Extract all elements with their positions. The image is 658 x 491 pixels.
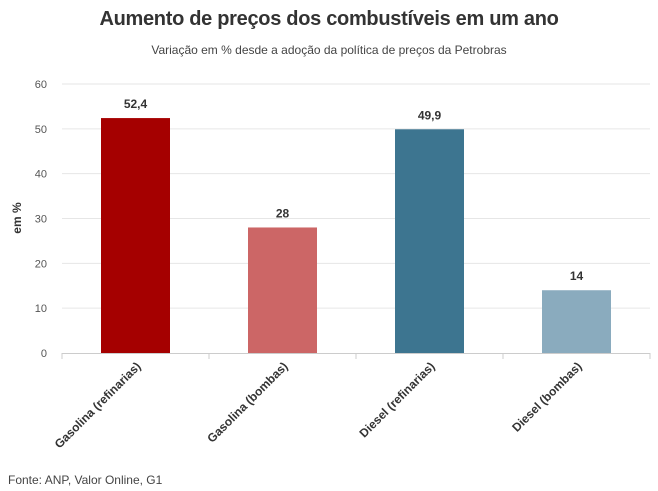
x-axis-labels: Gasolina (refinarias) Gasolina (bombas) Di…: [52, 353, 651, 451]
x-axis-category-label: Gasolina (bombas): [204, 359, 290, 445]
source-note: Fonte: ANP, Valor Online, G1: [8, 473, 163, 487]
x-axis-category-label: Diesel (bombas): [509, 359, 584, 434]
y-tick-label: 50: [35, 124, 47, 136]
bar-value-label: 28: [276, 206, 290, 220]
chart-title: Aumento de preços dos combustíveis em um…: [99, 8, 559, 30]
bar: [542, 290, 611, 353]
y-tick-label: 10: [35, 303, 47, 315]
bars: [101, 118, 611, 353]
y-tick-label: 40: [35, 169, 47, 181]
value-labels: 52,4 28 49,9 14: [124, 97, 584, 283]
bar-value-label: 14: [570, 269, 584, 283]
y-tick-label: 60: [35, 79, 47, 91]
bar-value-label: 52,4: [124, 97, 148, 111]
x-axis-category-label: Gasolina (refinarias): [52, 359, 144, 451]
y-axis-label: em %: [10, 202, 24, 234]
bar: [101, 118, 170, 353]
y-tick-label: 0: [41, 348, 47, 360]
y-tick-label: 20: [35, 258, 47, 270]
bar-value-label: 49,9: [418, 108, 442, 122]
chart-subtitle: Variação em % desde a adoção da política…: [151, 43, 507, 57]
bar: [395, 129, 464, 353]
y-tick-label: 30: [35, 214, 47, 226]
y-axis-ticks: 0 10 20 30 40 50 60: [35, 79, 47, 360]
bar: [248, 227, 317, 353]
x-axis-category-label: Diesel (refinarias): [357, 359, 438, 440]
